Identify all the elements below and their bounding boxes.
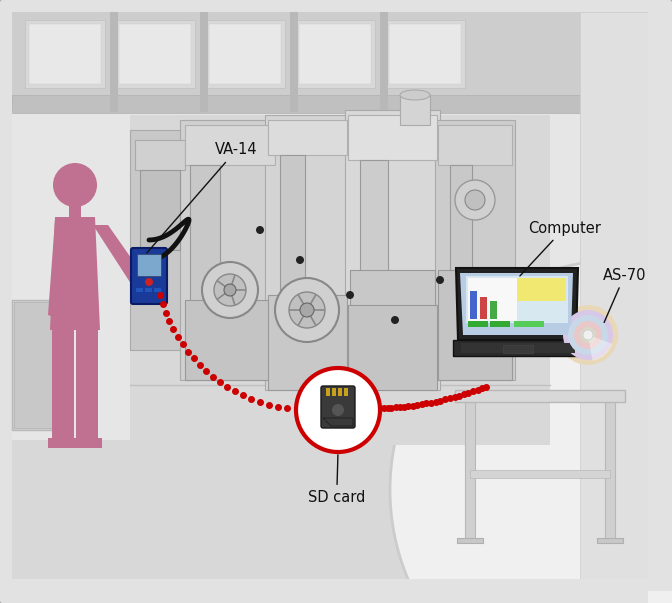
Bar — [348, 115, 437, 160]
Bar — [205, 20, 285, 88]
Bar — [12, 579, 648, 603]
Bar — [461, 343, 575, 353]
Bar — [344, 388, 348, 396]
Bar — [12, 12, 660, 107]
Bar — [470, 291, 477, 319]
Circle shape — [391, 316, 399, 324]
Bar — [470, 470, 610, 478]
Bar — [145, 288, 152, 292]
Polygon shape — [456, 268, 578, 340]
Bar — [648, 12, 672, 591]
Bar — [457, 538, 483, 543]
Circle shape — [145, 278, 153, 286]
Bar — [12, 440, 660, 591]
Bar — [136, 288, 143, 292]
Circle shape — [275, 278, 339, 342]
Bar — [466, 276, 568, 323]
Bar — [180, 120, 280, 380]
Bar — [503, 345, 533, 353]
Bar — [268, 295, 347, 390]
Circle shape — [558, 305, 618, 365]
Ellipse shape — [400, 90, 430, 100]
Bar — [465, 402, 475, 542]
Circle shape — [580, 327, 596, 343]
Bar — [29, 24, 101, 84]
Bar — [438, 125, 512, 165]
Bar — [190, 165, 220, 315]
Bar — [517, 278, 566, 301]
Bar — [280, 155, 305, 315]
Bar — [450, 165, 472, 285]
Circle shape — [568, 315, 608, 355]
Bar — [299, 24, 371, 84]
Circle shape — [346, 291, 354, 299]
Bar — [605, 402, 615, 542]
Circle shape — [465, 190, 485, 210]
Polygon shape — [50, 217, 100, 330]
Bar — [185, 125, 275, 165]
Circle shape — [224, 284, 236, 296]
Bar — [345, 110, 440, 390]
Bar — [490, 321, 510, 327]
Wedge shape — [588, 335, 612, 361]
Circle shape — [332, 404, 344, 416]
Bar — [438, 270, 512, 380]
Bar — [580, 12, 655, 579]
Text: AS-70: AS-70 — [603, 268, 646, 323]
Circle shape — [563, 310, 613, 360]
Circle shape — [202, 262, 258, 318]
Circle shape — [296, 368, 380, 452]
Text: VA-14: VA-14 — [146, 142, 257, 253]
Bar — [130, 130, 190, 350]
Bar — [326, 388, 330, 396]
Bar — [385, 20, 465, 88]
Bar — [389, 24, 461, 84]
Bar — [200, 12, 208, 112]
Bar — [295, 20, 375, 88]
Bar — [209, 24, 281, 84]
Bar — [185, 300, 275, 380]
Bar — [135, 140, 185, 170]
Text: SD card: SD card — [308, 455, 366, 505]
FancyBboxPatch shape — [131, 248, 167, 304]
Circle shape — [289, 292, 325, 328]
Bar — [468, 278, 517, 321]
Bar — [48, 438, 76, 448]
Circle shape — [436, 276, 444, 284]
Bar — [115, 20, 195, 88]
Bar — [338, 388, 342, 396]
Bar — [12, 300, 57, 430]
Bar — [52, 328, 74, 443]
Circle shape — [214, 274, 246, 306]
Bar — [76, 328, 98, 443]
Bar — [119, 24, 191, 84]
Bar — [514, 321, 544, 327]
Bar — [468, 321, 488, 327]
Circle shape — [256, 226, 264, 234]
Circle shape — [390, 260, 672, 603]
Polygon shape — [48, 220, 68, 320]
Bar — [69, 205, 81, 217]
Circle shape — [300, 303, 314, 317]
Circle shape — [583, 330, 593, 340]
Polygon shape — [323, 418, 353, 426]
Polygon shape — [453, 340, 583, 356]
Bar — [14, 302, 55, 428]
Polygon shape — [93, 225, 150, 290]
Bar — [130, 115, 550, 445]
Bar — [137, 254, 161, 276]
Circle shape — [53, 163, 97, 207]
Bar — [290, 12, 298, 112]
Circle shape — [296, 256, 304, 264]
Bar — [12, 95, 660, 113]
Bar — [154, 288, 161, 292]
Bar — [140, 170, 180, 250]
Bar — [110, 12, 118, 112]
Bar — [597, 538, 623, 543]
Bar — [380, 12, 388, 112]
Bar — [265, 115, 350, 390]
Bar — [480, 297, 487, 319]
Bar — [268, 120, 347, 155]
Circle shape — [455, 180, 495, 220]
